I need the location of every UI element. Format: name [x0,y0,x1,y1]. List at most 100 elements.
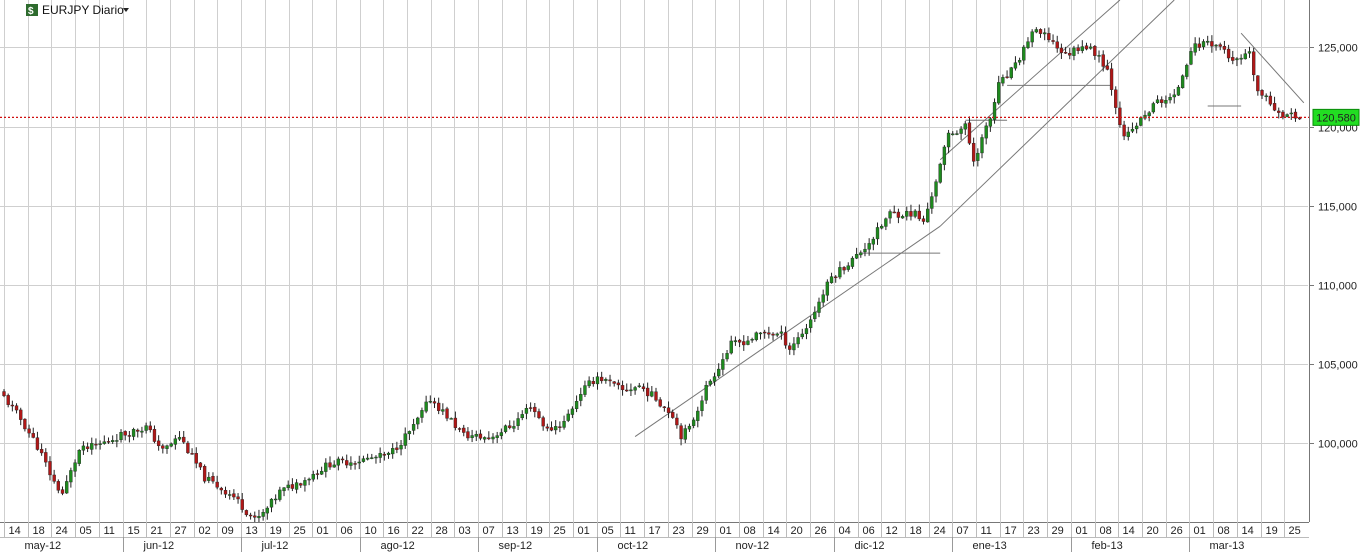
candle-body [700,400,704,411]
chart-logo-glyph: $ [28,6,34,17]
candle-body [963,123,967,130]
day-label: 21 [151,525,163,537]
day-label: 22 [412,525,424,537]
candle-body [1201,41,1206,48]
month-label: nov-12 [736,540,770,552]
candle-body [729,340,733,354]
candle-body [131,429,136,437]
trendline-channel-lower-1 [634,225,941,437]
day-label: 07 [483,525,495,537]
chart-logo-icon [26,4,38,16]
candle-body [817,301,821,313]
day-label: 25 [554,525,566,537]
day-label: 15 [128,525,140,537]
candles [2,27,1302,524]
day-label: 08 [744,525,756,537]
candle-body [1297,117,1302,120]
candle-body [871,238,875,245]
candle-body [432,401,437,404]
candle-body [98,443,102,445]
candle-body [232,493,236,498]
day-label: 17 [1005,525,1017,537]
candle-body [566,413,570,421]
candle-body [537,411,541,418]
candle-body [742,341,746,346]
day-label: 20 [1147,525,1159,537]
price-tick-label: 100,000 [1318,439,1358,451]
day-label: 13 [246,525,258,537]
candle-body [202,466,207,482]
candle-body [315,473,320,475]
symbol-header[interactable]: $ EURJPY Diario [26,3,129,17]
candle-body [992,102,997,120]
candle-body [39,449,44,454]
price-tick-label: 110,000 [1318,281,1357,293]
candle-body [332,464,336,468]
candle-body [1193,43,1197,53]
candle-body [1009,67,1013,78]
candle-body [349,462,353,466]
candle-body [980,137,984,154]
day-label: 07 [957,525,969,537]
candle-body [1005,76,1009,78]
candle-body [1155,99,1160,104]
candle-body [441,409,445,412]
candle-body [269,498,274,508]
candle-body [1030,31,1034,43]
candle-body [884,218,888,227]
candle-body [1226,48,1231,59]
candle-body [1068,53,1072,56]
candle-body [909,211,913,217]
day-label: 01 [317,525,329,537]
candle-body [73,462,77,472]
candle-body [365,457,370,460]
candle-body [641,386,646,390]
month-label: dic-12 [855,540,885,552]
candle-body [69,470,73,483]
day-label: 28 [436,525,448,537]
candle-body [491,436,495,440]
candle-body [1289,112,1293,115]
candle-body [169,443,173,447]
candle-body [48,461,52,476]
candle-body [228,494,232,496]
candle-body [512,426,516,429]
candle-body [1231,57,1235,61]
candle-body [303,480,307,486]
candle-body [942,146,947,165]
candle-body [691,419,696,426]
candle-body [1047,33,1051,41]
candle-body [31,433,35,438]
caret-down-icon[interactable] [123,8,129,12]
candle-body [111,440,115,442]
candle-body [600,376,604,382]
candle-body [190,453,194,455]
candle-body [955,133,959,135]
candle-body [842,267,846,271]
month-label: may-12 [25,540,62,552]
candle-body [416,417,420,425]
time-axis[interactable]: 14 18 24 05 11 15 21 27 02 09 13 19 25 01 06 10 16 22 28 03… [0,522,1309,552]
candle-body [90,443,94,450]
candle-body [186,442,190,454]
month-label: mar-13 [1210,540,1245,552]
candle-body [1089,46,1093,49]
candle-body [424,401,428,412]
candle-body [1293,111,1298,119]
candle-body [1214,44,1218,47]
candle-body [779,331,784,334]
candle-body [35,437,40,450]
day-label: 04 [839,525,851,537]
candle-body [115,440,119,442]
candle-body [236,496,240,500]
candle-body [733,340,738,343]
candle-body [838,267,842,278]
candle-body [1281,111,1285,118]
candle-body [453,417,458,428]
candle-body [474,434,478,437]
candle-body [1264,95,1268,98]
candle-body [470,435,474,439]
candle-body [1268,95,1273,105]
